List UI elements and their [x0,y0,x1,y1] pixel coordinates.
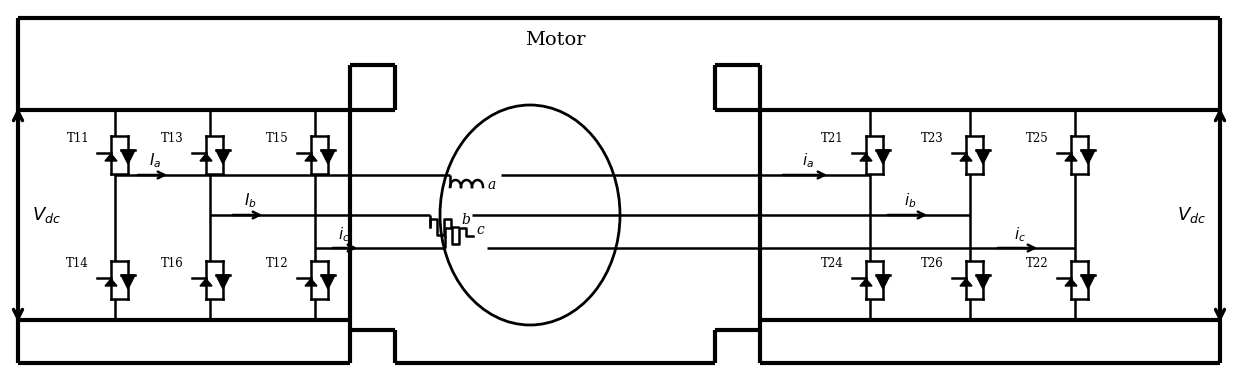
Polygon shape [105,279,118,286]
Polygon shape [860,279,872,286]
Text: $i_c$: $i_c$ [1014,226,1026,244]
Text: Motor: Motor [525,31,586,49]
Text: $i_c$: $i_c$ [338,226,350,244]
Text: T14: T14 [67,257,89,270]
Text: T15: T15 [266,132,288,145]
Text: T13: T13 [161,132,184,145]
Text: T22: T22 [1026,257,1049,270]
Text: b: b [461,213,470,227]
Polygon shape [305,154,317,161]
Polygon shape [201,279,212,286]
Text: c: c [475,223,484,237]
Text: $I_b$: $I_b$ [244,192,256,210]
Text: $V_{dc}$: $V_{dc}$ [1177,205,1206,225]
Polygon shape [1065,279,1077,286]
Text: $i_b$: $i_b$ [904,192,916,210]
Polygon shape [1065,154,1077,161]
Polygon shape [1081,275,1094,289]
Polygon shape [121,275,135,289]
Text: $I_a$: $I_a$ [149,152,161,170]
Polygon shape [321,275,335,289]
Polygon shape [860,154,872,161]
Polygon shape [201,154,212,161]
Text: T26: T26 [921,257,945,270]
Polygon shape [877,275,890,289]
Polygon shape [321,150,335,164]
Polygon shape [215,275,230,289]
Polygon shape [959,154,972,161]
Text: T25: T25 [1026,132,1049,145]
Polygon shape [959,279,972,286]
Polygon shape [1081,150,1094,164]
Text: a: a [488,178,496,192]
Polygon shape [305,279,317,286]
Polygon shape [105,154,118,161]
Text: $i_a$: $i_a$ [802,152,815,170]
Text: T12: T12 [266,257,288,270]
Text: $V_{dc}$: $V_{dc}$ [32,205,61,225]
Text: T11: T11 [67,132,89,145]
Polygon shape [215,150,230,164]
Text: T24: T24 [821,257,844,270]
Polygon shape [877,150,890,164]
Text: T21: T21 [821,132,844,145]
Text: T23: T23 [921,132,945,145]
Polygon shape [976,275,990,289]
Polygon shape [121,150,135,164]
Text: T16: T16 [161,257,184,270]
Polygon shape [976,150,990,164]
